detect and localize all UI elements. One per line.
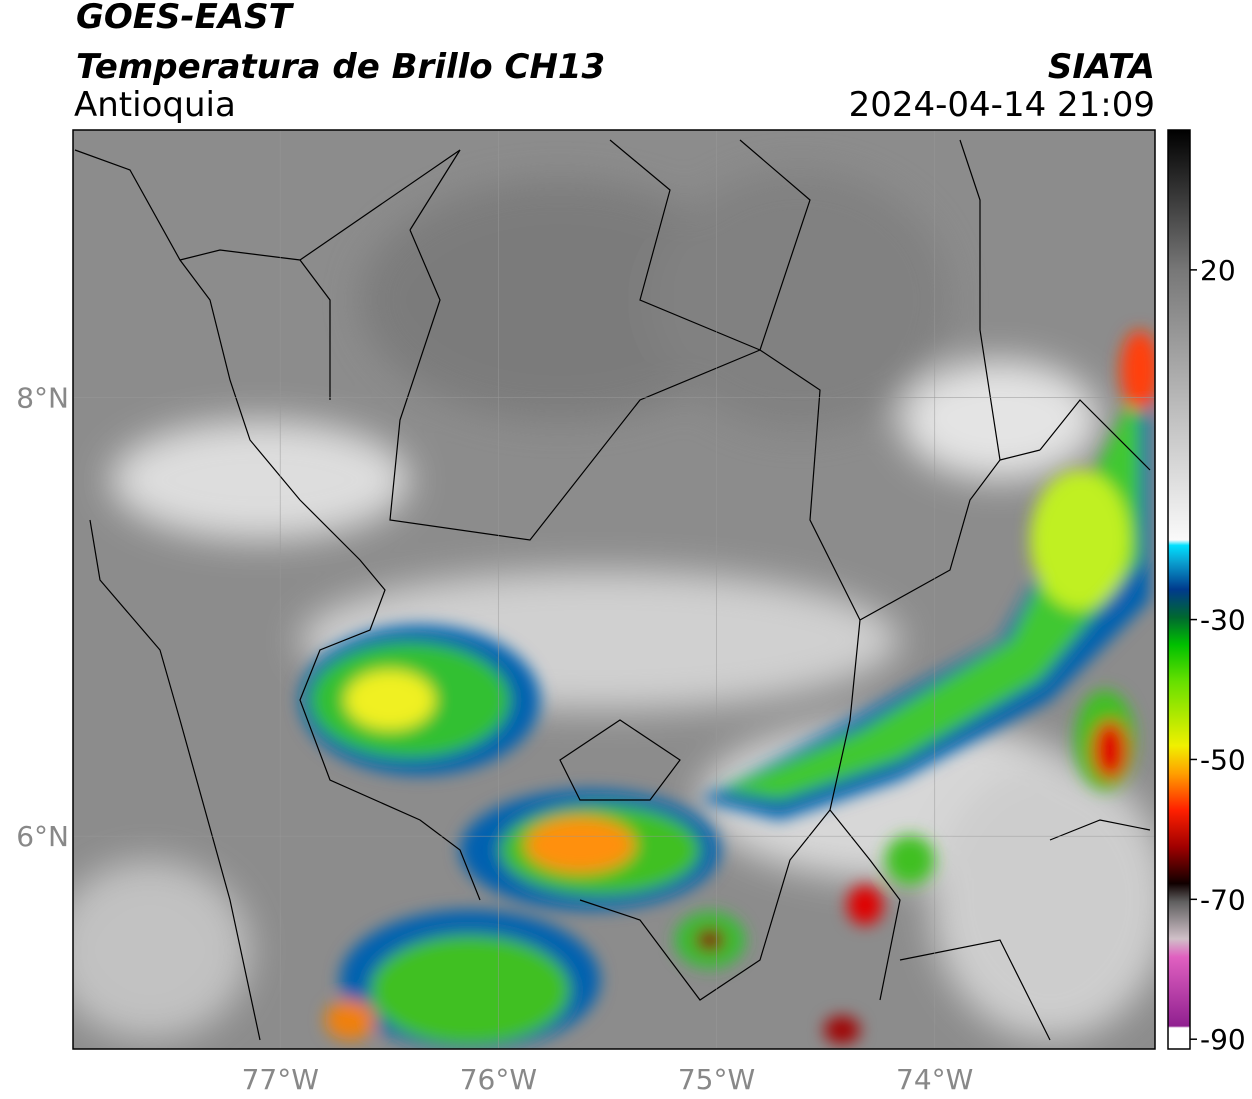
lat-tick-label: 6°N: [16, 820, 69, 853]
satellite-title: GOES-EAST: [76, 0, 295, 37]
lon-tick-label: 76°W: [460, 1063, 537, 1096]
colorbar-tick-label: -50: [1200, 743, 1246, 776]
lon-tick-label: 77°W: [242, 1063, 319, 1096]
colorbar-tick-label: -90: [1200, 1023, 1246, 1056]
colorbar-tick-label: 20: [1200, 254, 1236, 287]
region-label: Antioquia: [74, 85, 236, 125]
source-label: SIATA: [1048, 47, 1155, 87]
product-title: Temperatura de Brillo CH13: [76, 47, 605, 87]
satellite-image: [73, 130, 1155, 1049]
lat-tick-label: 8°N: [16, 382, 69, 415]
graticule: [73, 130, 1155, 1049]
colorbar-tick-label: -70: [1200, 883, 1246, 916]
datetime-label: 2024-04-14 21:09: [849, 85, 1155, 125]
map-frame: [72, 129, 1156, 1050]
lon-tick-label: 75°W: [678, 1063, 755, 1096]
colorbar: [1167, 129, 1191, 1050]
lon-tick-label: 74°W: [896, 1063, 973, 1096]
colorbar-tick-label: -30: [1200, 604, 1246, 637]
